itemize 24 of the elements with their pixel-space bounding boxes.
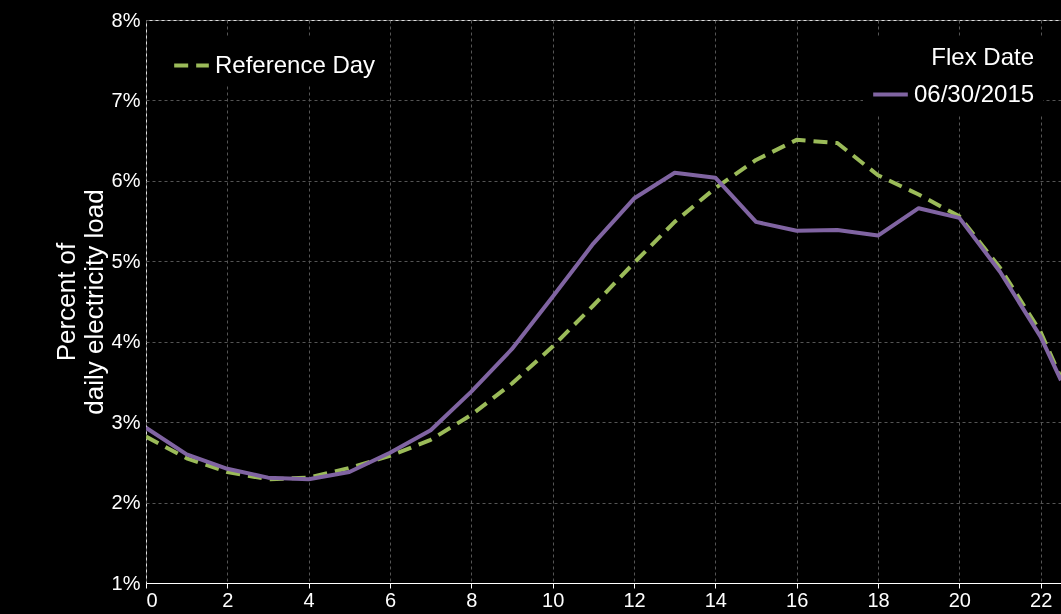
x-tick-label: 16 bbox=[786, 588, 809, 611]
x-tick-label: 18 bbox=[867, 588, 890, 611]
x-tick-label: 10 bbox=[542, 588, 565, 611]
y-tick-label: 3% bbox=[111, 410, 141, 433]
x-tick-label: 12 bbox=[623, 588, 646, 611]
legend-label: 06/30/2015 bbox=[914, 79, 1035, 107]
y-tick-label: 2% bbox=[111, 491, 141, 514]
x-tick-label: 4 bbox=[303, 588, 315, 611]
y-tick-label: 7% bbox=[111, 88, 141, 111]
x-tick-label: 2 bbox=[222, 588, 234, 611]
x-tick-label: 20 bbox=[948, 588, 971, 611]
x-tick-label: 8 bbox=[466, 588, 478, 611]
legend-label: Reference Day bbox=[215, 50, 376, 78]
x-tick-label: 14 bbox=[704, 588, 727, 611]
y-tick-label: 8% bbox=[111, 8, 141, 31]
x-tick-label: 22 bbox=[1030, 588, 1053, 611]
y-tick-label: 4% bbox=[111, 330, 141, 353]
y-tick-label: 1% bbox=[111, 571, 141, 594]
y-tick-label: 6% bbox=[111, 169, 141, 192]
legend-title: Flex Date bbox=[931, 43, 1034, 70]
x-tick-label: 6 bbox=[384, 588, 397, 611]
x-tick-label: 0 bbox=[146, 588, 158, 611]
y-tick-label: 5% bbox=[111, 249, 141, 272]
y-axis-title: Percent of daily electricity load bbox=[50, 189, 109, 415]
